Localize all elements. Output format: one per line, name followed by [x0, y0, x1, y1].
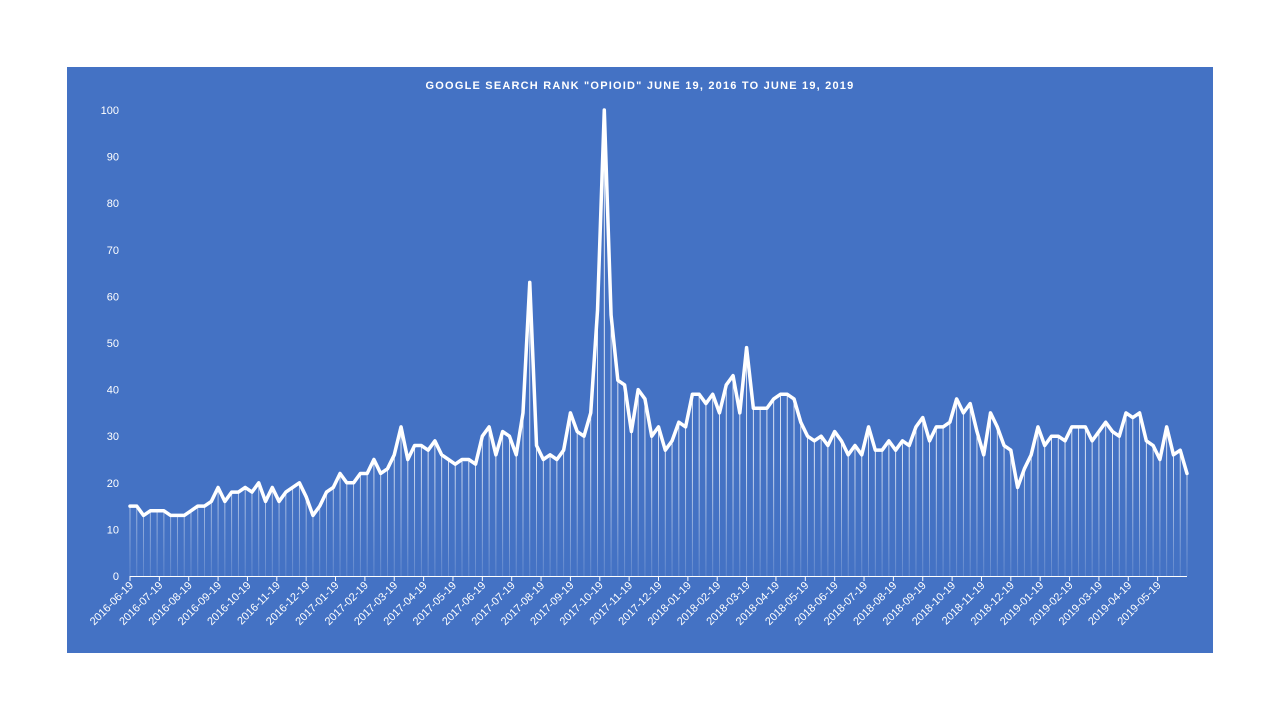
y-tick-label: 100 [101, 105, 119, 117]
x-axis-ticks: 2016-06-192016-07-192016-08-192016-09-19… [88, 576, 1164, 628]
series-fill-lines [129, 110, 1188, 576]
series-line [128, 108, 1189, 518]
y-axis-ticks: 0 10 20 30 40 50 60 70 80 90 100 [101, 105, 119, 583]
y-tick-label: 50 [107, 338, 119, 350]
y-tick-label: 90 [107, 152, 119, 164]
y-tick-label: 60 [107, 291, 119, 303]
y-tick-label: 70 [107, 245, 119, 257]
y-tick-label: 0 [113, 571, 119, 583]
chart-title: GOOGLE SEARCH RANK "OPIOID" JUNE 19, 201… [425, 80, 855, 92]
y-tick-label: 30 [107, 431, 119, 443]
y-tick-label: 10 [107, 524, 119, 536]
y-tick-label: 80 [107, 198, 119, 210]
chart-area [67, 67, 1213, 653]
y-tick-label: 40 [107, 385, 119, 397]
y-tick-label: 20 [107, 478, 119, 490]
